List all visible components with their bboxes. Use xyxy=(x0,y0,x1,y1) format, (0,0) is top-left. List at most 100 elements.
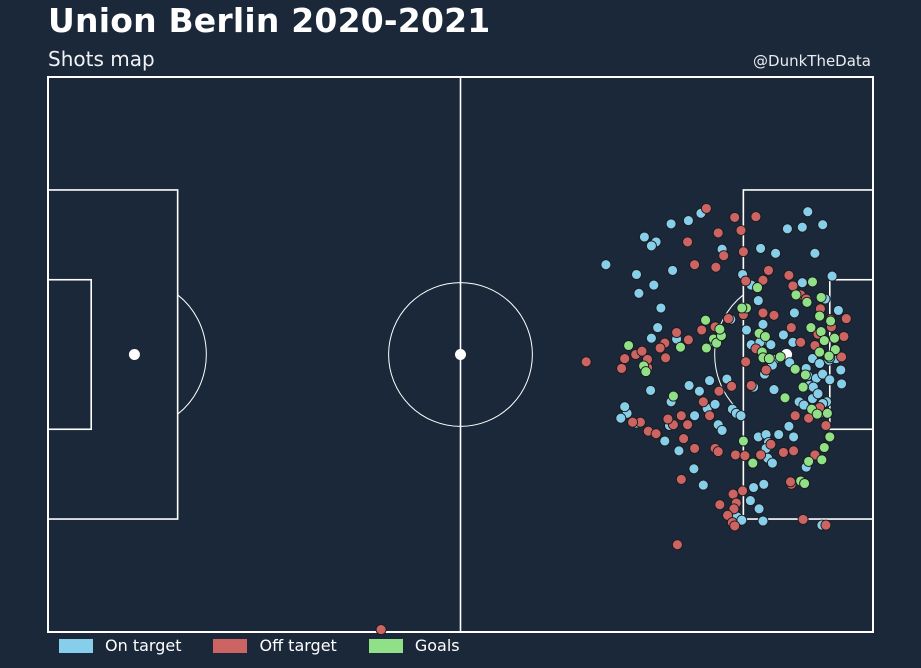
shot-point-off-target xyxy=(755,449,767,461)
shot-point-on-target xyxy=(752,295,764,307)
shot-point-off-target xyxy=(795,336,807,348)
shot-point-off-target xyxy=(713,385,725,397)
shot-point-on-target xyxy=(659,435,671,447)
shot-point-off-target xyxy=(789,410,801,422)
shot-point-off-target xyxy=(712,227,724,239)
shots-layer xyxy=(375,202,852,636)
shot-point-on-target xyxy=(665,218,677,230)
shot-point-on-target xyxy=(673,445,685,457)
shot-point-goals xyxy=(700,314,712,326)
shot-point-on-target xyxy=(832,304,844,316)
shot-point-off-target xyxy=(838,331,850,342)
shot-point-off-target xyxy=(660,352,672,364)
legend-item-off-target: Off target xyxy=(213,636,337,656)
shot-point-off-target xyxy=(689,259,701,271)
shot-point-on-target xyxy=(770,247,782,259)
shot-point-off-target xyxy=(654,342,666,354)
shot-point-goals xyxy=(814,310,826,322)
shot-point-off-target xyxy=(745,380,757,391)
shot-point-on-target xyxy=(766,457,778,469)
shot-point-on-target xyxy=(796,221,808,233)
right-penalty-arc xyxy=(714,294,744,415)
shot-point-off-target xyxy=(737,485,749,497)
shot-point-on-target xyxy=(645,240,657,252)
shot-point-on-target xyxy=(619,401,631,413)
shot-point-goals xyxy=(801,296,813,308)
shot-point-off-target xyxy=(735,224,747,236)
shot-point-on-target xyxy=(704,375,716,387)
shot-point-goals xyxy=(779,392,791,404)
shot-point-on-target xyxy=(688,463,700,475)
shot-point-off-target xyxy=(750,211,762,223)
shot-point-off-target xyxy=(777,446,789,458)
shot-point-goals xyxy=(640,366,652,378)
shot-point-on-target xyxy=(600,259,612,271)
shot-point-on-target xyxy=(836,378,848,390)
shot-point-goals xyxy=(829,332,840,344)
shot-point-off-target xyxy=(722,313,734,325)
shot-point-on-target xyxy=(709,398,721,410)
shot-point-on-target xyxy=(667,264,679,276)
shot-point-on-target xyxy=(638,231,650,243)
shot-point-off-target xyxy=(696,324,708,336)
shot-point-on-target xyxy=(817,368,829,380)
legend-swatch-on-target xyxy=(59,639,93,653)
shot-point-on-target xyxy=(809,247,821,259)
shot-point-goals xyxy=(818,335,830,347)
shot-point-off-target xyxy=(726,380,738,392)
shot-point-goals xyxy=(829,344,841,356)
shot-point-off-target xyxy=(616,362,628,374)
shot-point-off-target xyxy=(714,499,726,511)
shot-point-off-target xyxy=(757,274,769,286)
shot-point-goals xyxy=(816,454,828,466)
shot-point-goals xyxy=(824,431,836,443)
shot-point-goals xyxy=(737,435,749,447)
shot-point-off-target xyxy=(650,428,662,440)
shot-point-off-target xyxy=(627,416,639,428)
shot-point-on-target xyxy=(631,269,642,280)
shot-point-off-target xyxy=(820,420,832,431)
series-goals xyxy=(623,276,841,489)
shot-point-off-target xyxy=(840,313,852,325)
shot-point-goals xyxy=(815,291,827,303)
shot-point-goals xyxy=(747,457,759,469)
shot-point-off-target xyxy=(675,473,687,485)
centre-circle xyxy=(388,282,533,427)
shot-point-on-target xyxy=(773,429,785,440)
shot-point-off-target xyxy=(760,364,772,376)
shot-point-off-target xyxy=(662,413,674,425)
shot-point-on-target xyxy=(693,385,705,397)
shot-point-off-target xyxy=(682,419,694,431)
shot-point-on-target xyxy=(633,287,645,299)
shot-point-on-target xyxy=(683,380,695,391)
left-penalty-area xyxy=(47,189,179,520)
shot-point-on-target xyxy=(802,206,814,218)
shot-point-off-target xyxy=(375,624,387,636)
shot-point-goals xyxy=(811,408,823,420)
shot-point-on-target xyxy=(689,410,701,422)
shot-point-on-target xyxy=(758,478,770,490)
shot-point-goals xyxy=(714,323,726,335)
legend-label-off-target: Off target xyxy=(259,636,337,655)
shot-point-on-target xyxy=(716,424,728,436)
shot-point-on-target xyxy=(824,374,836,386)
shot-point-off-target xyxy=(689,442,701,454)
shot-point-off-target xyxy=(820,519,832,531)
shot-point-on-target xyxy=(755,242,767,254)
shot-point-on-target xyxy=(817,219,829,231)
shot-point-off-target xyxy=(729,520,741,532)
shot-point-off-target xyxy=(729,211,741,223)
shot-point-goals xyxy=(790,289,802,301)
shot-point-on-target xyxy=(826,270,838,282)
legend-item-goals: Goals xyxy=(368,636,460,656)
shot-point-on-target xyxy=(814,358,826,369)
shot-point-on-target xyxy=(615,412,627,424)
shot-point-on-target xyxy=(796,277,808,289)
shot-point-off-target xyxy=(730,449,741,461)
shot-point-off-target xyxy=(697,396,709,408)
chart-title: Union Berlin 2020-2021 xyxy=(48,1,491,40)
legend-swatch-off-target xyxy=(213,639,248,653)
shot-point-off-target xyxy=(636,345,648,357)
shot-point-off-target xyxy=(740,356,752,368)
